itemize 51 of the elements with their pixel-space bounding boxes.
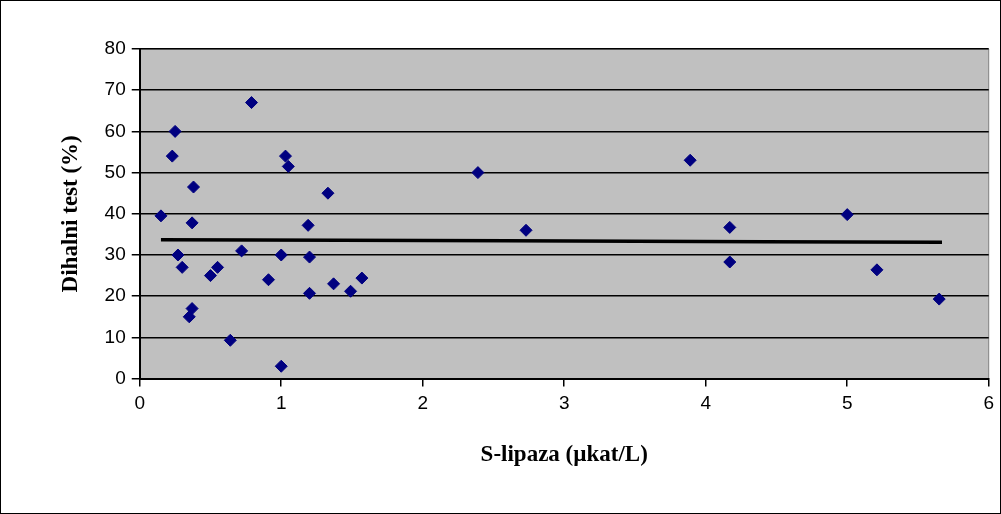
point <box>274 248 288 262</box>
point <box>278 149 292 163</box>
y-tick-label: 40 <box>104 202 126 224</box>
point <box>932 292 946 306</box>
point <box>519 223 533 237</box>
y-tick-label: 0 <box>115 366 126 388</box>
x-tick-label: 4 <box>700 392 712 414</box>
y-axis-title: Dihalni test (%) <box>56 135 82 293</box>
y-tick-label: 10 <box>104 325 126 347</box>
point <box>274 359 288 373</box>
point <box>235 244 249 258</box>
x-tick-label: 1 <box>275 392 287 414</box>
point <box>262 273 275 287</box>
point <box>355 271 369 285</box>
point <box>223 333 237 347</box>
point <box>840 208 854 222</box>
point <box>187 180 200 194</box>
point <box>281 159 295 173</box>
point <box>154 209 168 223</box>
point <box>303 286 317 300</box>
point <box>185 216 199 230</box>
x-tick-label: 2 <box>417 392 429 414</box>
x-axis-title: S-lipaza (µkat/L) <box>480 441 648 467</box>
point <box>301 218 315 232</box>
point <box>321 186 335 200</box>
point <box>870 263 884 277</box>
x-tick-label: 3 <box>558 392 570 414</box>
point <box>683 153 697 167</box>
point <box>211 260 225 274</box>
point <box>471 166 485 180</box>
point <box>723 220 737 234</box>
x-tick-label: 5 <box>841 392 853 414</box>
y-tick-label: 30 <box>104 243 126 265</box>
point <box>171 248 185 262</box>
point <box>168 124 182 138</box>
point <box>175 260 189 274</box>
point <box>245 96 259 110</box>
y-tick-label: 50 <box>104 160 126 182</box>
point <box>165 149 179 163</box>
point <box>344 284 358 298</box>
point <box>327 277 341 291</box>
y-tick-label: 70 <box>104 78 126 100</box>
point <box>303 250 317 264</box>
point <box>182 310 196 324</box>
y-tick-label: 20 <box>104 284 126 306</box>
y-tick-label: 60 <box>104 119 126 141</box>
point <box>723 255 737 269</box>
x-tick-label: 6 <box>983 392 995 414</box>
x-tick-label: 0 <box>134 392 146 414</box>
point <box>203 269 217 283</box>
y-tick-label: 80 <box>104 37 126 59</box>
